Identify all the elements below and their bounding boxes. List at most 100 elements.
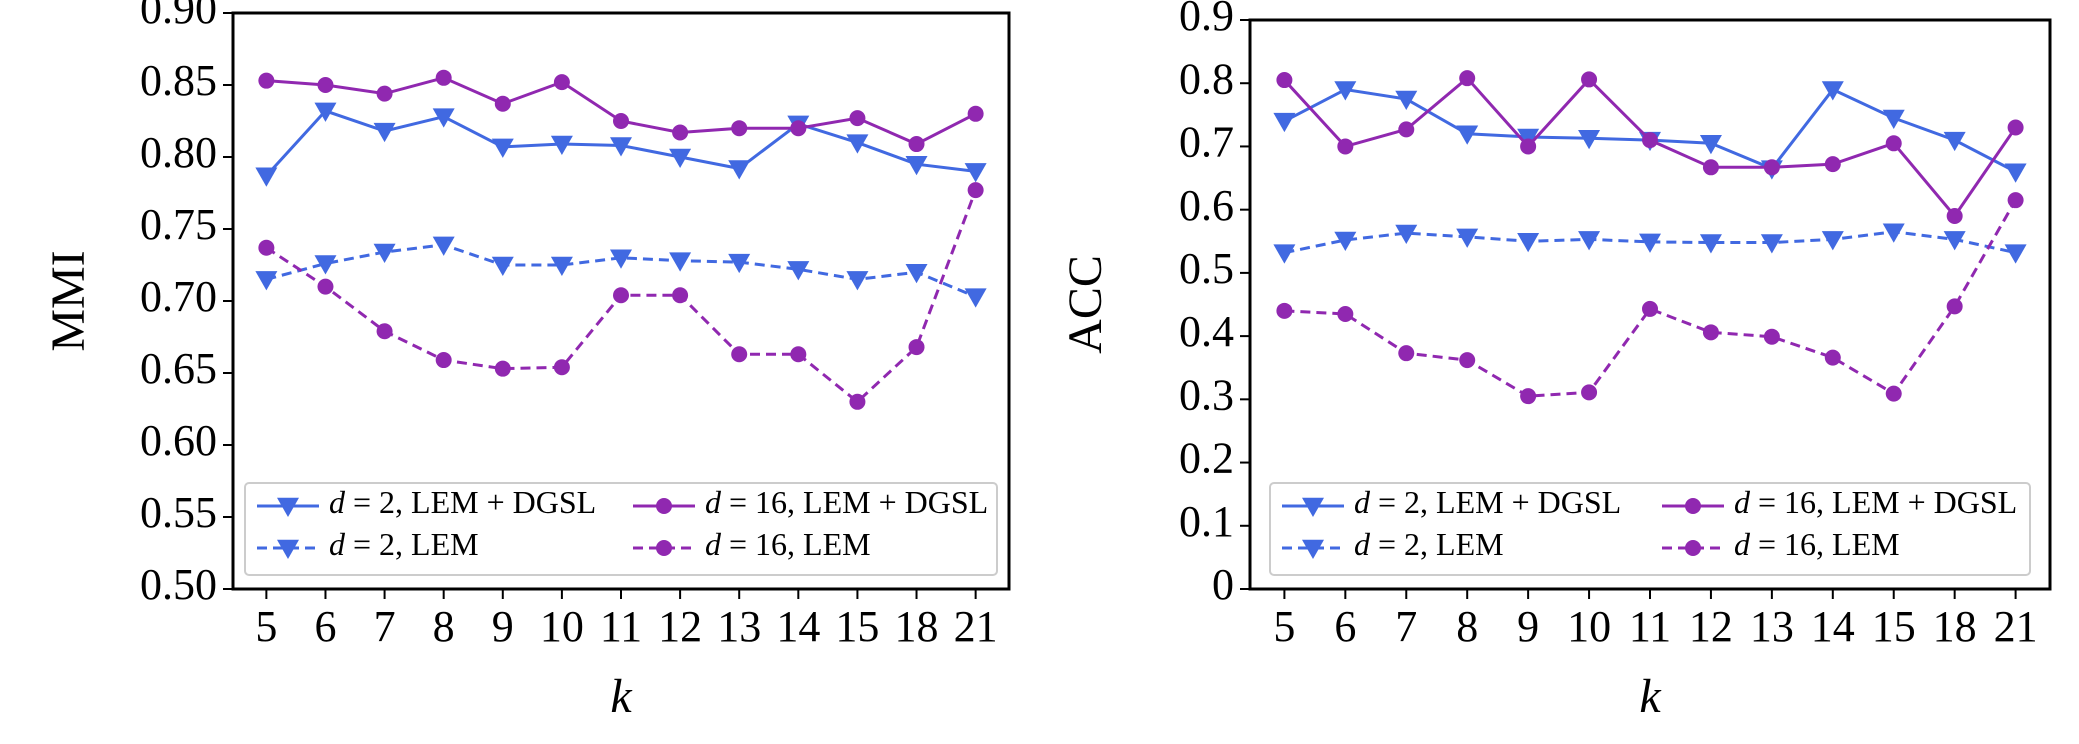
- marker: [1882, 109, 1905, 129]
- marker: [494, 95, 511, 112]
- marker: [849, 110, 866, 127]
- marker: [849, 393, 866, 410]
- x-tick-label: 6: [314, 602, 336, 651]
- legend-label: d = 16, LEM: [1734, 526, 1900, 562]
- x-tick-label: 14: [1811, 602, 1855, 651]
- marker: [1520, 388, 1537, 405]
- marker: [494, 360, 511, 377]
- marker: [1334, 81, 1357, 101]
- x-tick-label: 12: [658, 602, 702, 651]
- x-tick-label: 9: [1517, 602, 1539, 651]
- marker: [669, 148, 692, 168]
- y-tick-label: 0.3: [1179, 370, 1234, 419]
- marker: [317, 278, 334, 295]
- marker: [1395, 224, 1418, 245]
- x-tick-label: 8: [433, 602, 455, 651]
- y-tick-label: 0.65: [140, 344, 217, 393]
- legend-label: d = 16, LEM + DGSL: [705, 484, 988, 520]
- marker: [1946, 298, 1963, 315]
- marker: [1517, 233, 1540, 253]
- x-tick-label: 12: [1689, 602, 1733, 651]
- marker: [1398, 345, 1415, 362]
- y-tick-label: 0: [1212, 560, 1234, 609]
- y-axis-label: MMI: [42, 250, 95, 351]
- marker: [1642, 132, 1658, 149]
- y-axis-label: ACC: [1059, 255, 1112, 354]
- plot-frame: [1248, 18, 2052, 591]
- x-tick-label: 14: [776, 602, 820, 651]
- marker: [2007, 192, 2024, 209]
- chart: 0 0.1 0.2 0.3 0.4 0.5 0.6 0.7 0.8 0.9 5 6 7 8 9 10 11 12 1…: [1059, 0, 2052, 723]
- marker: [2004, 244, 2027, 264]
- legend-box: [244, 482, 998, 576]
- x-tick-label: 10: [1567, 602, 1611, 651]
- legend-label: d = 16, LEM + DGSL: [1734, 484, 2017, 520]
- marker: [435, 352, 452, 369]
- y-tick-label: 0.2: [1179, 434, 1234, 483]
- x-tick-label: 18: [895, 602, 939, 651]
- x-tick-label: 11: [1629, 602, 1671, 651]
- marker: [435, 69, 452, 86]
- marker: [967, 182, 984, 199]
- marker: [314, 255, 337, 275]
- y-tick-label: 0.8: [1179, 54, 1234, 103]
- marker: [1763, 328, 1780, 345]
- marker: [1337, 305, 1354, 322]
- marker: [1517, 128, 1540, 148]
- legend-label: d = 2, LEM + DGSL: [1354, 484, 1621, 520]
- marker: [2007, 119, 2024, 136]
- marker: [1943, 131, 1966, 152]
- marker: [1821, 231, 1844, 251]
- y-tick-label: 0.75: [140, 200, 217, 249]
- legend-label: d = 2, LEM: [329, 526, 479, 562]
- x-axis-label: k: [1639, 670, 1662, 723]
- marker: [255, 167, 278, 187]
- marker: [964, 163, 987, 183]
- marker: [728, 253, 751, 274]
- marker: [728, 160, 751, 180]
- x-tick-label: 6: [1334, 602, 1356, 651]
- y-tick-label: 0.4: [1179, 307, 1234, 356]
- marker: [908, 339, 925, 356]
- x-tick-label: 5: [255, 602, 277, 651]
- y-tick-label: 0.55: [140, 488, 217, 537]
- y-tick-label: 0.60: [140, 416, 217, 465]
- marker: [656, 498, 672, 514]
- marker: [373, 243, 396, 264]
- marker: [905, 263, 928, 284]
- marker: [1456, 125, 1479, 145]
- marker: [1642, 300, 1658, 317]
- marker: [2004, 163, 2027, 183]
- marker: [731, 120, 748, 137]
- marker: [610, 137, 632, 157]
- x-tick-label: 11: [600, 602, 642, 651]
- marker: [1763, 159, 1780, 176]
- x-tick-label: 15: [1872, 602, 1916, 651]
- x-tick-label: 13: [1750, 602, 1794, 651]
- marker: [1578, 231, 1601, 251]
- x-tick-label: 9: [492, 602, 514, 651]
- x-tick-label: 21: [1994, 602, 2038, 651]
- marker: [550, 135, 573, 156]
- x-tick-label: 5: [1273, 602, 1295, 651]
- marker: [1581, 384, 1598, 401]
- marker: [1821, 81, 1844, 101]
- x-tick-label: 8: [1456, 602, 1478, 651]
- marker: [908, 136, 925, 153]
- marker: [1699, 135, 1722, 155]
- marker: [787, 261, 810, 281]
- y-tick-label: 0.5: [1179, 244, 1234, 293]
- y-tick-label: 0.7: [1179, 118, 1234, 167]
- legend-label: d = 2, LEM + DGSL: [329, 484, 596, 520]
- y-tick-label: 0.80: [140, 128, 217, 177]
- marker: [1702, 159, 1719, 176]
- x-tick-label: 10: [540, 602, 584, 651]
- marker: [610, 249, 632, 269]
- series-line: [266, 76, 977, 146]
- marker: [553, 359, 570, 376]
- y-tick-label: 0.90: [140, 0, 217, 33]
- y-tick-label: 0.6: [1179, 181, 1234, 230]
- legend-box: [1269, 482, 2031, 576]
- marker: [672, 287, 689, 304]
